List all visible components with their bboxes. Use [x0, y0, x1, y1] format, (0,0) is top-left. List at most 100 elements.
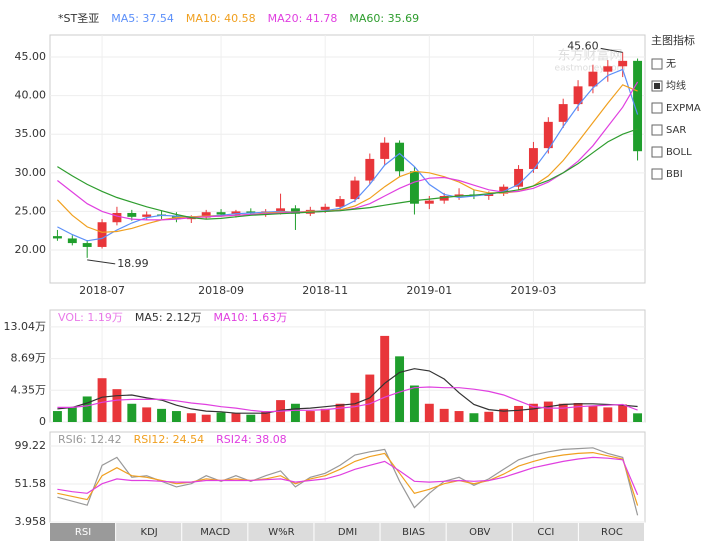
volume-bar [350, 392, 360, 422]
annotation-arrow [87, 259, 116, 265]
legend-entry: MA10: 40.58 [186, 12, 256, 25]
volume-bar [424, 403, 434, 422]
candle-body [424, 200, 434, 204]
candle-body [276, 208, 286, 212]
volume-bar [305, 411, 315, 422]
tab[interactable] [182, 523, 248, 541]
candle-body [543, 121, 553, 149]
volume-bar [157, 408, 167, 422]
volume-bar [573, 403, 583, 422]
y-tick-label: 3.958 [15, 515, 47, 528]
checkbox[interactable] [651, 146, 663, 158]
y-tick-label: 0 [39, 415, 46, 428]
checkbox[interactable] [651, 58, 663, 70]
plot-frame [49, 34, 646, 284]
tab[interactable] [116, 523, 182, 541]
candle-body [112, 212, 122, 223]
menu-option[interactable]: EXPMA [666, 103, 701, 114]
candle-body [201, 212, 211, 218]
watermark: eastmoney.com [555, 64, 626, 74]
candle-body [320, 206, 330, 210]
tab[interactable] [248, 523, 314, 541]
x-tick-label: 2019-01 [406, 284, 452, 297]
candle-body [588, 71, 598, 87]
volume-bar [231, 413, 241, 422]
volume-bar [97, 378, 107, 422]
tab-label[interactable]: ROC [601, 527, 623, 538]
annotation-label: 18.99 [117, 257, 149, 270]
volume-bar [171, 411, 181, 422]
volume-bar [618, 404, 628, 422]
volume-bar [201, 414, 211, 422]
tab-label[interactable]: OBV [469, 527, 490, 538]
x-tick-label: 2019-03 [510, 284, 556, 297]
tab-label[interactable]: RSI [75, 527, 91, 538]
candle-body [395, 142, 405, 172]
tab[interactable] [314, 523, 380, 541]
tab-label[interactable]: BIAS [402, 527, 425, 538]
checkbox[interactable] [651, 168, 663, 180]
tab[interactable] [50, 523, 116, 541]
volume-bar [112, 389, 122, 422]
x-tick-label: 2018-11 [302, 284, 348, 297]
series-line [57, 386, 638, 413]
candle-body [454, 194, 464, 196]
volume-bar [82, 396, 92, 422]
volume-bar [454, 411, 464, 422]
menu-option[interactable]: BBI [666, 169, 683, 180]
tab-label[interactable]: MACD [200, 527, 230, 538]
volume-bar [439, 408, 449, 422]
checkbox[interactable] [651, 124, 663, 136]
volume-bar [469, 413, 479, 422]
volume-bar [558, 403, 568, 422]
tab[interactable] [446, 523, 512, 541]
tab-label[interactable]: DMI [338, 527, 357, 538]
menu-option[interactable]: SAR [666, 125, 686, 136]
volume-bar [588, 405, 598, 422]
volume-bar [127, 403, 137, 422]
y-tick-label: 30.00 [15, 166, 47, 179]
series-line [57, 451, 639, 506]
annotation-arrow [600, 47, 623, 53]
volume-bar [67, 407, 77, 422]
annotation-label: 45.60 [567, 39, 599, 52]
menu-option[interactable]: BOLL [666, 147, 692, 158]
menu-option[interactable]: 均线 [666, 79, 686, 92]
legend-entry: MA60: 35.69 [349, 12, 419, 25]
series-line [57, 447, 639, 516]
tab-label[interactable]: W%R [268, 527, 294, 538]
tab[interactable] [512, 523, 578, 541]
candle-body [633, 60, 643, 152]
tab[interactable] [578, 523, 644, 541]
series-line [57, 68, 639, 242]
legend-entry: MA5: 2.12万 [135, 311, 202, 324]
tab-label[interactable]: KDJ [141, 527, 158, 538]
volume-bar [186, 413, 196, 422]
candle-body [439, 195, 449, 201]
volume-bar [514, 405, 524, 422]
candle-body [97, 222, 107, 247]
series-line [57, 81, 639, 221]
tab[interactable] [380, 523, 446, 541]
candle-body [603, 66, 613, 72]
y-tick-label: 35.00 [15, 127, 47, 140]
checkbox[interactable] [651, 102, 663, 114]
tab-label[interactable]: CCI [537, 527, 554, 538]
legend-entry: RSI24: 38.08 [216, 433, 287, 446]
y-tick-label: 45.00 [15, 50, 47, 63]
chart-title: *ST圣亚 [58, 12, 99, 25]
menu-option[interactable]: 无 [666, 59, 676, 70]
series-line [56, 84, 638, 233]
volume-bar [142, 407, 152, 422]
legend-entry: VOL: 1.19万 [58, 311, 123, 324]
y-tick-label: 20.00 [15, 243, 47, 256]
candle-body [558, 104, 568, 122]
candle-body [186, 217, 196, 220]
y-tick-label: 13.04万 [4, 320, 47, 333]
volume-bar [499, 408, 509, 422]
candle-body [350, 180, 360, 200]
volume-bar [216, 412, 226, 422]
volume-bar [290, 403, 300, 422]
candle-body [514, 168, 524, 187]
